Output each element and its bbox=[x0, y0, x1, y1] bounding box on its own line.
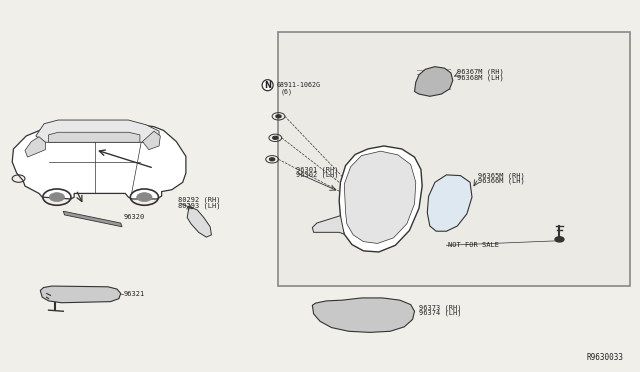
Polygon shape bbox=[49, 132, 140, 142]
Polygon shape bbox=[339, 146, 422, 252]
Text: (6): (6) bbox=[280, 89, 292, 95]
Text: 96373 (RH): 96373 (RH) bbox=[419, 304, 461, 311]
Circle shape bbox=[49, 193, 65, 202]
Polygon shape bbox=[312, 216, 344, 234]
Text: NOT FOR SALE: NOT FOR SALE bbox=[448, 242, 499, 248]
Text: 96320: 96320 bbox=[124, 214, 145, 220]
Text: 96321: 96321 bbox=[124, 291, 145, 297]
Polygon shape bbox=[312, 298, 415, 333]
Circle shape bbox=[276, 115, 281, 118]
Text: 96301 (RH): 96301 (RH) bbox=[296, 166, 338, 173]
Text: N: N bbox=[264, 81, 271, 90]
Polygon shape bbox=[63, 211, 122, 227]
Text: 96374 (LH): 96374 (LH) bbox=[419, 310, 461, 316]
Text: R9630033: R9630033 bbox=[586, 353, 623, 362]
Polygon shape bbox=[25, 137, 45, 157]
Text: 96368M (LH): 96368M (LH) bbox=[458, 74, 504, 81]
Polygon shape bbox=[12, 124, 186, 199]
Text: 96367M (RH): 96367M (RH) bbox=[458, 68, 504, 75]
Polygon shape bbox=[344, 151, 416, 243]
Circle shape bbox=[269, 158, 275, 161]
Polygon shape bbox=[143, 131, 161, 150]
Polygon shape bbox=[40, 286, 121, 303]
Polygon shape bbox=[36, 120, 159, 142]
Circle shape bbox=[273, 137, 278, 139]
Polygon shape bbox=[187, 206, 211, 237]
Polygon shape bbox=[415, 67, 453, 96]
Bar bbox=[278, 32, 630, 286]
Polygon shape bbox=[428, 175, 472, 231]
Text: 80292 (RH): 80292 (RH) bbox=[178, 197, 221, 203]
Circle shape bbox=[137, 193, 152, 202]
Text: 80293 (LH): 80293 (LH) bbox=[178, 202, 221, 209]
Circle shape bbox=[555, 237, 564, 242]
Text: 96366M (LH): 96366M (LH) bbox=[478, 178, 525, 185]
Text: 08911-1062G: 08911-1062G bbox=[276, 82, 321, 88]
Text: 96302 (LH): 96302 (LH) bbox=[296, 171, 338, 178]
Text: 96365M (RH): 96365M (RH) bbox=[478, 172, 525, 179]
